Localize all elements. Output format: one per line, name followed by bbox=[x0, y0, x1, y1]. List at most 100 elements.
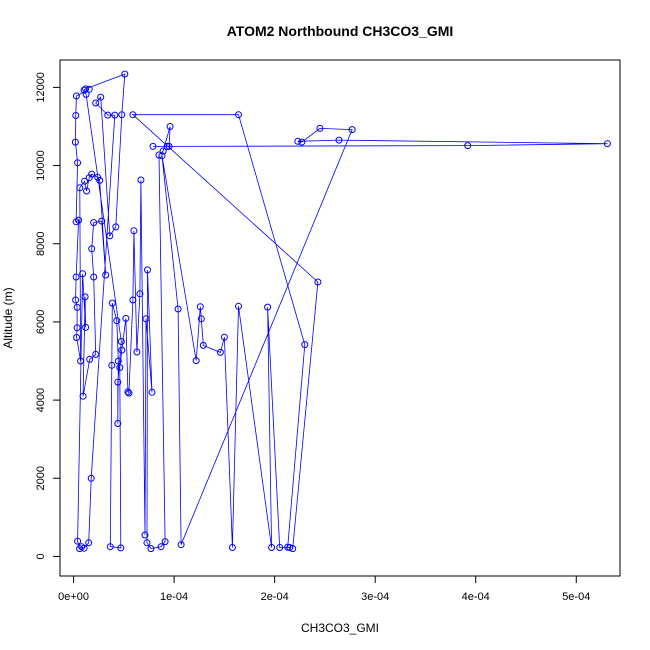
data-point bbox=[80, 544, 88, 552]
y-tick-label: 10000 bbox=[35, 150, 47, 181]
data-point bbox=[264, 303, 272, 311]
data-point bbox=[106, 232, 114, 240]
data-point bbox=[284, 543, 292, 551]
data-point bbox=[106, 543, 114, 551]
data-point bbox=[86, 355, 94, 363]
data-point bbox=[298, 138, 306, 146]
data-point bbox=[97, 93, 105, 101]
data-point bbox=[163, 142, 171, 150]
data-point bbox=[141, 531, 149, 539]
data-point bbox=[87, 474, 95, 482]
data-point bbox=[82, 90, 90, 98]
data-point bbox=[75, 216, 83, 224]
series-layer bbox=[71, 70, 611, 553]
data-point bbox=[124, 388, 132, 396]
data-point bbox=[464, 142, 472, 150]
data-point bbox=[81, 177, 89, 185]
data-point bbox=[125, 389, 133, 397]
y-tick-label: 2000 bbox=[35, 466, 47, 490]
data-point bbox=[192, 357, 200, 365]
data-point bbox=[196, 303, 204, 311]
x-tick-label: 1e-04 bbox=[160, 591, 188, 603]
data-point bbox=[76, 545, 84, 553]
y-tick-label: 6000 bbox=[35, 310, 47, 334]
x-tick-label: 3e-04 bbox=[361, 591, 389, 603]
data-point bbox=[71, 138, 79, 146]
data-point bbox=[74, 159, 82, 167]
data-point bbox=[314, 278, 322, 286]
data-point bbox=[114, 378, 122, 386]
x-tick-label: 5e-04 bbox=[562, 591, 590, 603]
data-point bbox=[294, 137, 302, 145]
data-point bbox=[81, 293, 89, 301]
data-point bbox=[148, 388, 156, 396]
data-point bbox=[108, 361, 116, 369]
data-point bbox=[90, 219, 98, 227]
data-point bbox=[216, 348, 224, 356]
data-point bbox=[157, 543, 165, 551]
data-point bbox=[88, 245, 96, 253]
data-point bbox=[112, 223, 120, 231]
data-point bbox=[158, 152, 166, 160]
data-point bbox=[80, 86, 88, 94]
data-point bbox=[197, 315, 205, 323]
y-axis-label: Altitude (m) bbox=[1, 287, 15, 348]
y-tick-label: 4000 bbox=[35, 388, 47, 412]
data-point bbox=[235, 302, 242, 310]
data-point bbox=[108, 299, 116, 307]
data-point bbox=[90, 273, 98, 281]
data-point bbox=[72, 112, 80, 119]
data-point bbox=[228, 544, 236, 551]
data-point bbox=[603, 140, 611, 148]
y-tick-label: 0 bbox=[35, 553, 47, 559]
data-point bbox=[177, 541, 185, 549]
data-point bbox=[133, 348, 141, 356]
data-point bbox=[136, 290, 144, 298]
x-tick-label: 0e+00 bbox=[58, 591, 89, 603]
data-point bbox=[102, 271, 110, 279]
data-point bbox=[79, 392, 87, 400]
data-point bbox=[79, 270, 87, 278]
data-point bbox=[114, 420, 122, 427]
data-point bbox=[166, 123, 174, 130]
data-point bbox=[348, 126, 356, 134]
data-point bbox=[113, 317, 121, 325]
data-point bbox=[116, 364, 124, 372]
data-point bbox=[72, 92, 80, 100]
y-tick-label: 12000 bbox=[35, 72, 47, 103]
x-tick-label: 2e-04 bbox=[261, 591, 289, 603]
data-point bbox=[174, 305, 182, 313]
data-point bbox=[118, 111, 126, 119]
data-point bbox=[76, 184, 84, 192]
data-point bbox=[129, 111, 137, 119]
data-point bbox=[114, 357, 122, 365]
data-point bbox=[316, 124, 324, 132]
data-point bbox=[155, 151, 163, 159]
data-point bbox=[147, 545, 155, 553]
data-point bbox=[149, 142, 157, 150]
chart-title: ATOM2 Northbound CH3CO3_GMI bbox=[227, 23, 454, 39]
data-point bbox=[72, 273, 80, 281]
data-point bbox=[161, 538, 169, 546]
data-point bbox=[235, 111, 242, 119]
data-point bbox=[117, 544, 125, 552]
data-point bbox=[143, 539, 151, 547]
data-point bbox=[122, 314, 130, 322]
data-point bbox=[74, 537, 82, 545]
data-point bbox=[96, 176, 104, 184]
data-point bbox=[335, 136, 343, 144]
y-axis: 0 2000 4000 6000 8000 10000 12000 bbox=[35, 72, 61, 560]
data-point bbox=[72, 296, 80, 304]
data-point bbox=[73, 303, 81, 311]
data-point bbox=[165, 142, 173, 150]
x-axis: 0e+00 1e-04 2e-04 3e-04 4e-04 5e-04 bbox=[58, 575, 590, 603]
x-axis-label: CH3CO3_GMI bbox=[301, 621, 379, 635]
data-point bbox=[85, 539, 93, 547]
data-point bbox=[83, 187, 91, 195]
data-point bbox=[92, 99, 100, 107]
data-point bbox=[82, 323, 90, 331]
data-point bbox=[276, 544, 284, 551]
data-point bbox=[77, 357, 85, 365]
